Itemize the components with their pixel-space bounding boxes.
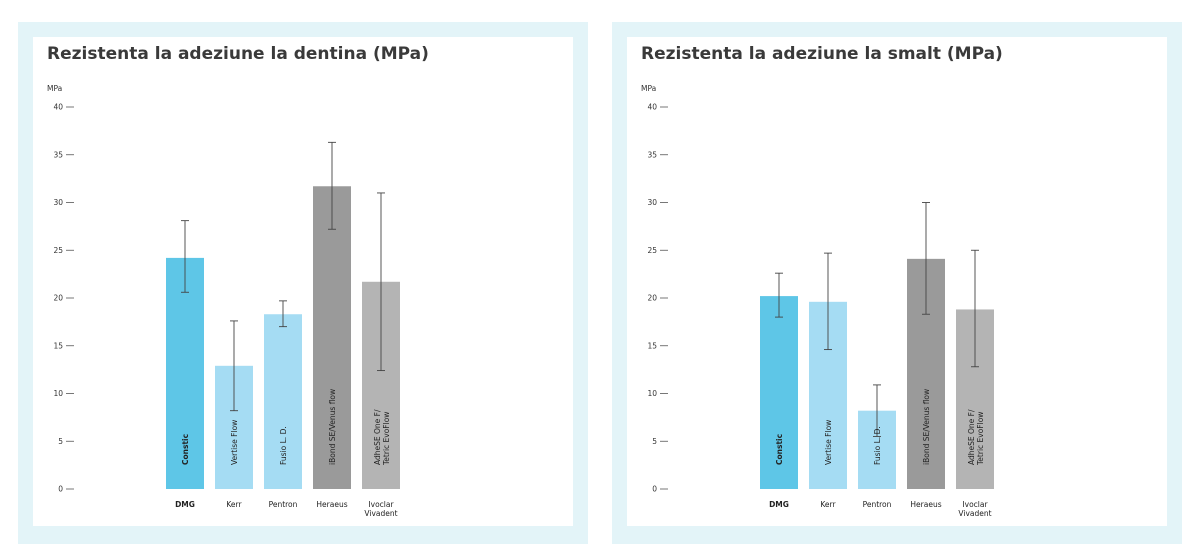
chart-title: Rezistenta la adeziune la smalt (MPa) [641, 44, 1003, 64]
x-category-label: Pentron [863, 500, 892, 509]
x-category-label: Ivoclar Vivadent [364, 500, 397, 518]
x-category-label: Heraeus [316, 500, 347, 509]
x-category-label: DMG [175, 500, 195, 509]
bar-label: Constic [775, 434, 784, 465]
chart-dentin: MPa 0 5 10 15 20 25 30 35 40 Constic DMG Vertise Flo… [47, 84, 400, 518]
y-tick-label: 40 [647, 103, 657, 112]
bar-label: AdheSE One F/Tetric EvoFlow [373, 409, 391, 466]
chart-title: Rezistenta la adeziune la dentina (MPa) [47, 44, 429, 64]
chart-panel-enamel: Rezistenta la adeziune la smalt (MPa) MP… [612, 22, 1182, 544]
bar-label: iBond SE/Venus flow [922, 389, 931, 465]
x-category-label: Heraeus [910, 500, 941, 509]
chart-enamel: MPa 0 5 10 15 20 25 30 35 40 Constic DMG Vertise Flo… [641, 84, 994, 518]
bar-label: Constic [181, 434, 190, 465]
y-tick-label: 0 [58, 485, 63, 494]
y-tick-label: 15 [647, 341, 657, 350]
x-category-label: Kerr [226, 500, 242, 509]
bar-label: AdheSE One F/Tetric EvoFlow [967, 409, 985, 466]
y-axis-label: MPa [641, 84, 656, 93]
x-category-label: DMG [769, 500, 789, 509]
y-tick-label: 20 [647, 294, 657, 303]
y-tick-label: 25 [647, 246, 657, 255]
chart-card-enamel: Rezistenta la adeziune la smalt (MPa) MP… [627, 37, 1167, 526]
y-tick-label: 30 [53, 198, 63, 207]
bar-heraeus [313, 186, 351, 489]
y-tick-label: 30 [647, 198, 657, 207]
bar-pentron [264, 314, 302, 489]
bar-dmg [166, 257, 204, 489]
y-tick-label: 5 [58, 437, 63, 446]
chart-panel-dentin: Rezistenta la adeziune la dentina (MPa) … [18, 22, 588, 544]
y-tick-label: 5 [652, 437, 657, 446]
y-tick-label: 35 [647, 150, 657, 159]
y-tick-label: 35 [53, 150, 63, 159]
x-category-label: Kerr [820, 500, 836, 509]
y-tick-label: 10 [647, 389, 657, 398]
y-tick-label: 40 [53, 103, 63, 112]
y-tick-label: 25 [53, 246, 63, 255]
y-tick-label: 10 [53, 389, 63, 398]
chart-card-dentin: Rezistenta la adeziune la dentina (MPa) … [33, 37, 573, 526]
y-axis-label: MPa [47, 84, 62, 93]
y-tick-label: 0 [652, 485, 657, 494]
bar-label: Fusio L. D. [279, 426, 288, 465]
y-tick-label: 20 [53, 294, 63, 303]
bar-label: Fusio L. D. [873, 426, 882, 465]
y-tick-label: 15 [53, 341, 63, 350]
bar-label: Vertise Flow [230, 420, 239, 465]
bar-dmg [760, 296, 798, 489]
x-category-label: Pentron [269, 500, 298, 509]
x-category-label: Ivoclar Vivadent [958, 500, 991, 518]
bar-label: iBond SE/Venus flow [328, 389, 337, 465]
bar-label: Vertise Flow [824, 420, 833, 465]
